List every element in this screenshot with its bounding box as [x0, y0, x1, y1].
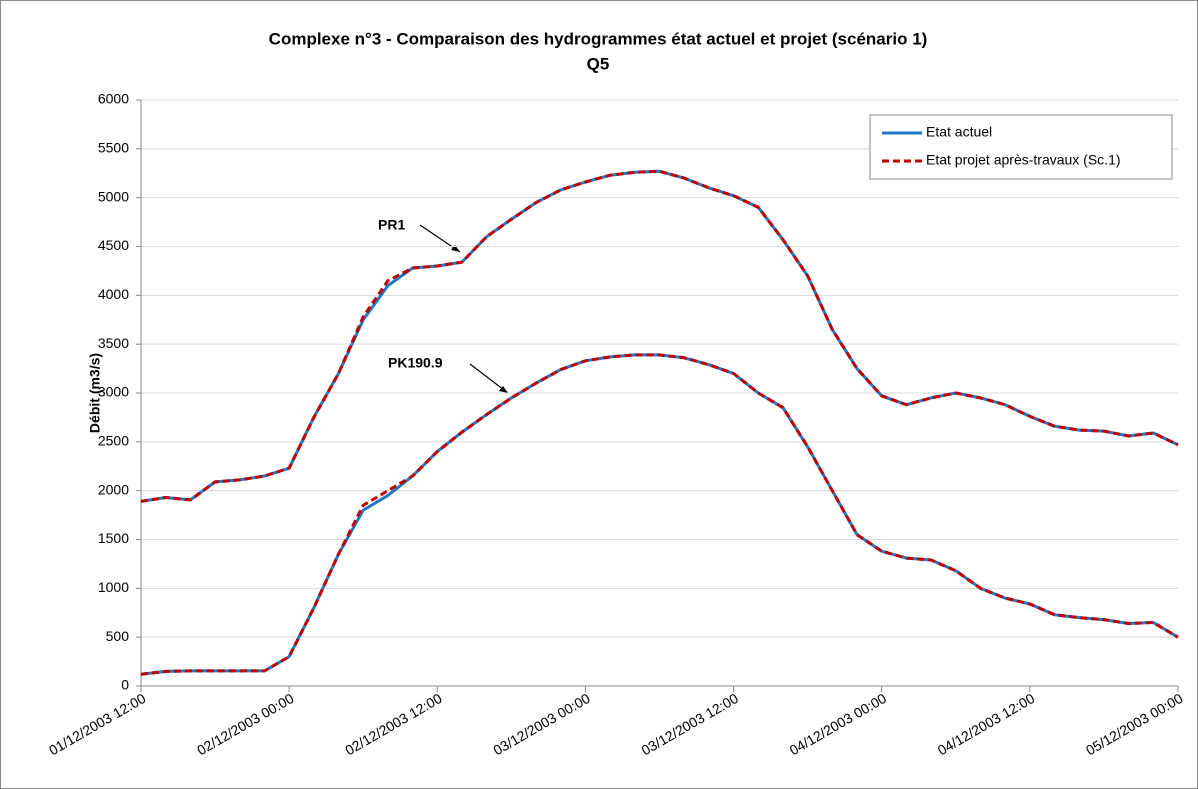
- y-tick-label: 500: [106, 628, 130, 644]
- y-axis-label: Débit (m3/s): [87, 353, 103, 433]
- y-tick-label: 3500: [98, 335, 129, 351]
- y-tick-label: 2500: [98, 433, 129, 449]
- y-tick-label: 1500: [98, 530, 129, 546]
- y-tick-label: 2000: [98, 481, 129, 497]
- annotation: PR1: [378, 217, 405, 233]
- legend-label: Etat actuel: [926, 124, 992, 140]
- arrow-head: [451, 245, 460, 252]
- legend: Etat actuel Etat projet après-travaux (Sc…: [869, 114, 1173, 180]
- arrow-head: [499, 386, 508, 393]
- y-tick-label: 4000: [98, 286, 129, 302]
- annotation: PK190.9: [388, 355, 443, 371]
- y-tick-label: 4500: [98, 237, 129, 253]
- legend-label: Etat projet après-travaux (Sc.1): [926, 152, 1121, 168]
- y-tick-label: 1000: [98, 579, 129, 595]
- chart-title: Complexe n°3 - Comparaison des hydrogram…: [269, 29, 928, 48]
- legend-box: [869, 114, 1173, 180]
- chart-subtitle: Q5: [587, 54, 610, 73]
- y-tick-label: 6000: [98, 91, 129, 107]
- y-tick-label: 3000: [98, 384, 129, 400]
- y-tick-label: 5500: [98, 140, 129, 156]
- series-line: [140, 169, 1179, 503]
- y-tick-label: 0: [121, 677, 129, 693]
- y-tick-label: 5000: [98, 188, 129, 204]
- series-line: [140, 353, 1179, 676]
